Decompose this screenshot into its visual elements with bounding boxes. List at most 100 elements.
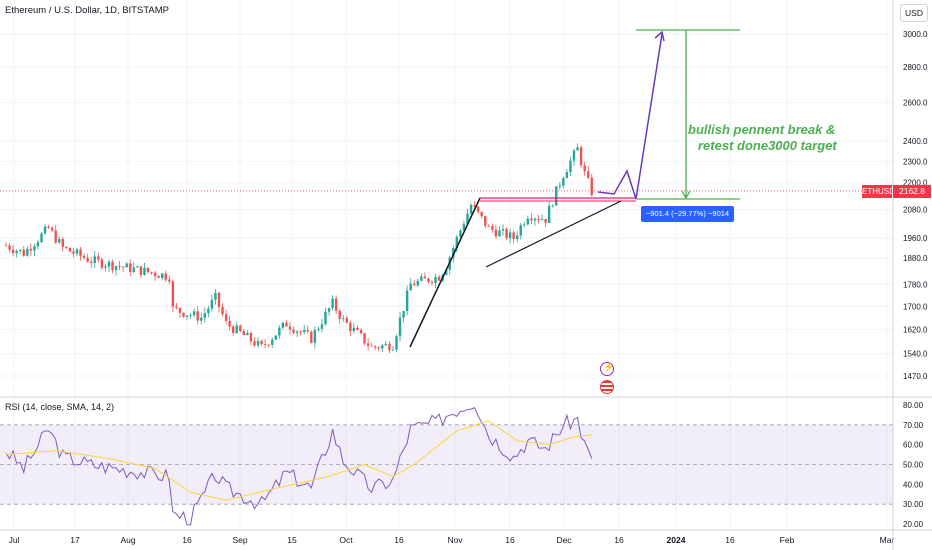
- candle-body: [22, 249, 25, 256]
- candle-body: [175, 306, 178, 308]
- candle-body: [171, 281, 175, 307]
- candle-body: [146, 267, 150, 272]
- lightning-icon[interactable]: [600, 362, 614, 376]
- candle-body: [26, 248, 29, 256]
- price-tick-label: 1540.0: [903, 350, 928, 359]
- candle-body: [107, 261, 111, 267]
- candle-body: [565, 171, 569, 179]
- candle-body: [61, 238, 64, 247]
- flagpole-line: [409, 197, 481, 348]
- price-tick-label: 2200.0: [903, 179, 928, 188]
- candle-body: [36, 242, 40, 247]
- candle-body: [395, 336, 398, 350]
- candle-body: [324, 311, 327, 325]
- candle-body: [487, 225, 490, 227]
- candle-body: [555, 186, 558, 206]
- candle-body: [139, 266, 143, 275]
- candle-body: [370, 345, 373, 347]
- candle-body: [540, 219, 544, 220]
- candle-body: [47, 226, 50, 228]
- candle-body: [90, 261, 93, 264]
- rsi-tick-label: 30.00: [903, 500, 924, 509]
- candle-body: [544, 219, 547, 223]
- price-tick-label: 1960.0: [903, 234, 928, 243]
- candle-body: [97, 256, 100, 260]
- candle-body: [576, 147, 579, 151]
- candle-body: [547, 205, 551, 223]
- time-tick-label: 16: [725, 535, 735, 545]
- candle-body: [118, 266, 121, 267]
- candle-body: [476, 206, 480, 212]
- candle-body: [587, 171, 590, 178]
- candle-body: [508, 232, 512, 239]
- candle-body: [75, 249, 79, 254]
- candle-body: [366, 343, 370, 346]
- price-tick-label: 3000.0: [903, 30, 928, 39]
- candle-body: [480, 211, 483, 217]
- candle-body: [8, 245, 11, 250]
- candle-body: [121, 266, 125, 268]
- candle-body: [185, 315, 189, 317]
- candle-body: [306, 330, 309, 332]
- annotation-line-1: bullish pennent break &: [688, 122, 836, 137]
- candle-body: [271, 339, 274, 345]
- candle-body: [217, 292, 221, 307]
- candle-body: [398, 317, 402, 337]
- candle-body: [469, 205, 473, 214]
- price-tick-label: 2300.0: [903, 157, 928, 166]
- candle-body: [253, 341, 256, 346]
- candle-body: [256, 340, 260, 346]
- candle-body: [484, 216, 487, 226]
- candle-body: [278, 327, 281, 336]
- time-tick-label: 17: [70, 535, 80, 545]
- candle-body: [11, 249, 15, 253]
- candle-body: [530, 218, 533, 221]
- projection-path: [597, 33, 663, 200]
- time-tick-label: Aug: [120, 535, 135, 545]
- candle-body: [352, 327, 356, 331]
- candle-body: [334, 298, 338, 311]
- time-tick-label: 16: [614, 535, 624, 545]
- candle-body: [232, 326, 235, 333]
- candle-body: [150, 271, 153, 273]
- support-line: [485, 200, 622, 268]
- candle-body: [224, 314, 228, 321]
- candle-body: [281, 322, 285, 328]
- candle-body: [246, 332, 249, 336]
- rsi-tick-label: 50.00: [903, 461, 924, 470]
- candle-body: [459, 230, 462, 237]
- candle-body: [377, 347, 380, 349]
- candle-body: [274, 335, 277, 340]
- price-tick-label: 1700.0: [903, 302, 928, 311]
- candle-body: [345, 318, 348, 323]
- candle-body: [157, 276, 160, 278]
- candle-body: [494, 229, 498, 237]
- time-tick-label: 16: [182, 535, 192, 545]
- rsi-panel: [5, 407, 593, 526]
- time-tick-label: Nov: [447, 535, 463, 545]
- candle-body: [327, 308, 331, 312]
- candle-body: [331, 298, 334, 309]
- price-tick-label: 1780.0: [903, 280, 928, 289]
- time-tick-label: 15: [287, 535, 297, 545]
- chart-drawings: [0, 29, 893, 348]
- candle-body: [221, 306, 224, 315]
- candle-body: [242, 331, 246, 336]
- price-tick-label: 1880.0: [903, 254, 928, 263]
- currency-button[interactable]: USD: [900, 4, 928, 22]
- candle-body: [562, 178, 565, 186]
- candle-body: [303, 330, 306, 333]
- candle-body: [445, 269, 448, 275]
- candle-body: [320, 324, 324, 329]
- candle-body: [33, 246, 36, 251]
- us-flag-icon[interactable]: [600, 380, 614, 394]
- candle-body: [519, 225, 522, 236]
- candle-body: [285, 322, 288, 327]
- candle-body: [558, 185, 561, 187]
- candle-body: [168, 279, 171, 282]
- rsi-band: [0, 424, 893, 505]
- candle-body: [452, 248, 455, 258]
- last-price-tag: 2162.8: [893, 185, 931, 198]
